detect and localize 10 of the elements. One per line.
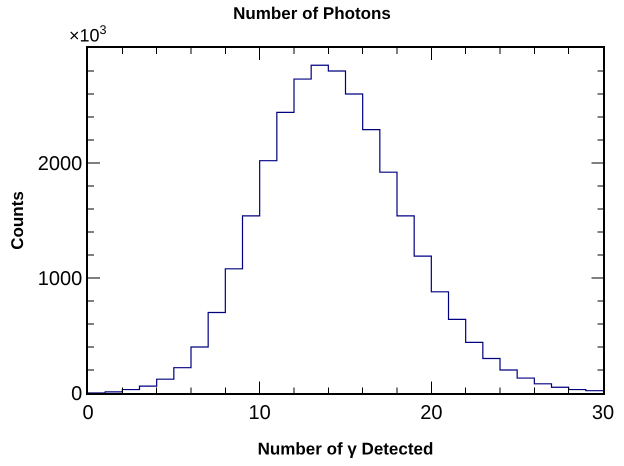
- chart-title: Number of Photons: [233, 4, 391, 23]
- text: ×10$^{3}$: [69, 23, 107, 46]
- x-tick-label: 30: [592, 402, 614, 424]
- x-axis-title: Number of γ Detected: [258, 440, 434, 459]
- y-tick-label: 2000: [38, 153, 82, 175]
- x-tick-label: 20: [420, 402, 442, 424]
- x-tick-label: 10: [248, 402, 271, 424]
- y-tick-label: 1000: [38, 268, 82, 290]
- y-axis-title: Counts: [8, 191, 27, 250]
- y-tick-label: 0: [71, 383, 82, 405]
